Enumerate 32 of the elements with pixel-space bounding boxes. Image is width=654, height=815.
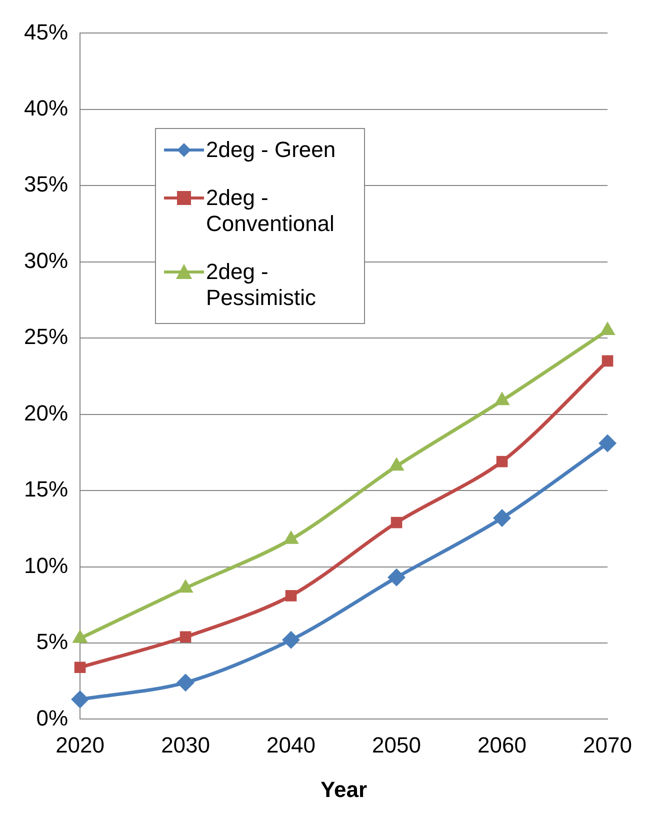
point <box>285 590 297 602</box>
point <box>496 456 508 468</box>
x-tick-label: 2060 <box>478 732 527 758</box>
y-tick-label: 15% <box>24 476 68 502</box>
y-tick-label: 5% <box>36 629 68 654</box>
legend-label: 2deg - Pessimistic <box>206 259 318 311</box>
x-axis-title: Year <box>320 776 368 802</box>
x-tick-label: 2070 <box>583 732 632 758</box>
point <box>388 568 406 586</box>
point <box>493 508 512 527</box>
x-tick-label: 2050 <box>372 732 422 758</box>
y-tick-label: 25% <box>24 324 68 350</box>
point <box>180 631 192 643</box>
legend-label: 2deg - Conventional <box>206 185 336 237</box>
y-tick-label: 40% <box>24 95 68 120</box>
point <box>282 630 300 649</box>
legend-label: 2deg - Green <box>206 137 336 163</box>
x-tick-label: 2040 <box>266 732 316 758</box>
point <box>598 434 617 452</box>
point <box>71 690 90 708</box>
y-tick-label: 30% <box>24 248 68 273</box>
point <box>176 674 195 692</box>
y-tick-label: 45% <box>24 19 68 44</box>
y-tick-label: 35% <box>24 172 68 197</box>
point <box>602 355 614 367</box>
x-tick-label: 2030 <box>161 732 210 758</box>
point <box>390 516 402 528</box>
y-tick-label: 10% <box>24 552 68 578</box>
point <box>74 662 86 674</box>
x-tick-label: 2020 <box>56 732 105 758</box>
y-tick-label: 20% <box>24 400 68 426</box>
y-tick-label: 0% <box>36 705 68 730</box>
